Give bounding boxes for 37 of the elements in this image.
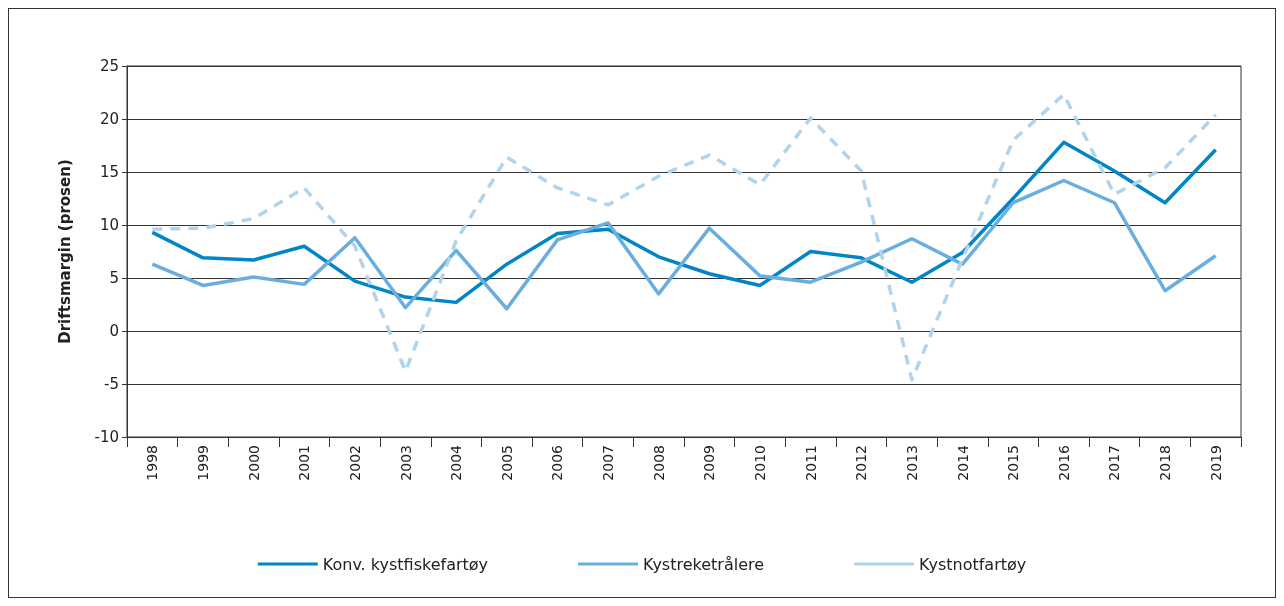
- x-tick-label: 2006: [549, 444, 566, 481]
- x-tick-label: 2007: [600, 445, 617, 481]
- line-series: [150, 178, 1218, 311]
- x-tick-label: 2004: [448, 444, 465, 481]
- x-tick-label: 2008: [650, 445, 667, 481]
- y-tick-label: 25: [99, 57, 119, 75]
- line-series: [150, 140, 1218, 305]
- legend-label: Kystnotfartøy: [919, 554, 1027, 574]
- line-series: [150, 92, 1218, 382]
- x-tick-label: 2014: [954, 444, 971, 481]
- y-tick-label: 10: [99, 216, 119, 234]
- x-tick-label: 2018: [1157, 445, 1174, 481]
- x-tick-label: 2000: [245, 445, 262, 481]
- y-tick-label: 0: [109, 322, 119, 340]
- x-tick-label: 2019: [1207, 445, 1224, 481]
- x-tick-label: 1998: [144, 445, 161, 481]
- y-tick-label: 5: [109, 269, 119, 287]
- x-tick-label: 2016: [1055, 444, 1072, 481]
- x-tick-label: 2002: [346, 445, 363, 481]
- x-tick-label: 2005: [498, 445, 515, 481]
- x-tick-label: 2013: [903, 445, 920, 481]
- x-tick-label: 2015: [1005, 445, 1022, 481]
- y-tick-label: -5: [104, 375, 119, 393]
- y-tick-label: 15: [99, 163, 119, 181]
- x-tick-label: 2001: [296, 445, 313, 481]
- x-tick-label: 2017: [1106, 445, 1123, 481]
- y-axis-title: Driftsmargin (prosen): [55, 159, 74, 344]
- y-tick-label: -10: [94, 428, 119, 446]
- y-tick-label: 20: [99, 110, 119, 128]
- legend-label: Konv. kystfiskefartøy: [322, 554, 489, 574]
- x-tick-label: 2012: [853, 445, 870, 481]
- x-tick-label: 2011: [802, 445, 819, 481]
- x-tick-label: 2009: [701, 445, 718, 481]
- x-tick-label: 2003: [397, 445, 414, 481]
- x-tick-label: 1999: [194, 445, 211, 481]
- legend-label: Kystreketrålere: [643, 554, 765, 574]
- x-tick-label: 2010: [751, 445, 768, 481]
